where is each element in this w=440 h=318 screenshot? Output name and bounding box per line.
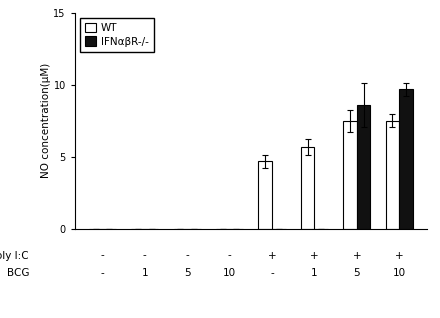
Legend: WT, IFNαβR-/-: WT, IFNαβR-/- [80, 18, 154, 52]
Text: +: + [268, 251, 276, 260]
Text: +: + [352, 251, 361, 260]
Text: 5: 5 [184, 268, 191, 278]
Bar [258, 161, 272, 229]
Bar [386, 121, 399, 229]
Bar [399, 89, 413, 229]
Text: Poly I:C: Poly I:C [0, 251, 29, 260]
Text: -: - [228, 251, 231, 260]
Text: -: - [185, 251, 189, 260]
Y-axis label: NO concentration(μM): NO concentration(μM) [40, 63, 51, 178]
Text: BCG: BCG [7, 268, 29, 278]
Bar [343, 121, 357, 229]
Text: -: - [100, 268, 104, 278]
Text: -: - [143, 251, 147, 260]
Text: -: - [100, 251, 104, 260]
Bar [357, 105, 370, 229]
Text: -: - [270, 268, 274, 278]
Text: 5: 5 [353, 268, 360, 278]
Text: +: + [310, 251, 319, 260]
Text: 10: 10 [223, 268, 236, 278]
Text: 1: 1 [142, 268, 148, 278]
Text: +: + [395, 251, 403, 260]
Text: 1: 1 [311, 268, 318, 278]
Bar [301, 147, 315, 229]
Text: 10: 10 [392, 268, 406, 278]
